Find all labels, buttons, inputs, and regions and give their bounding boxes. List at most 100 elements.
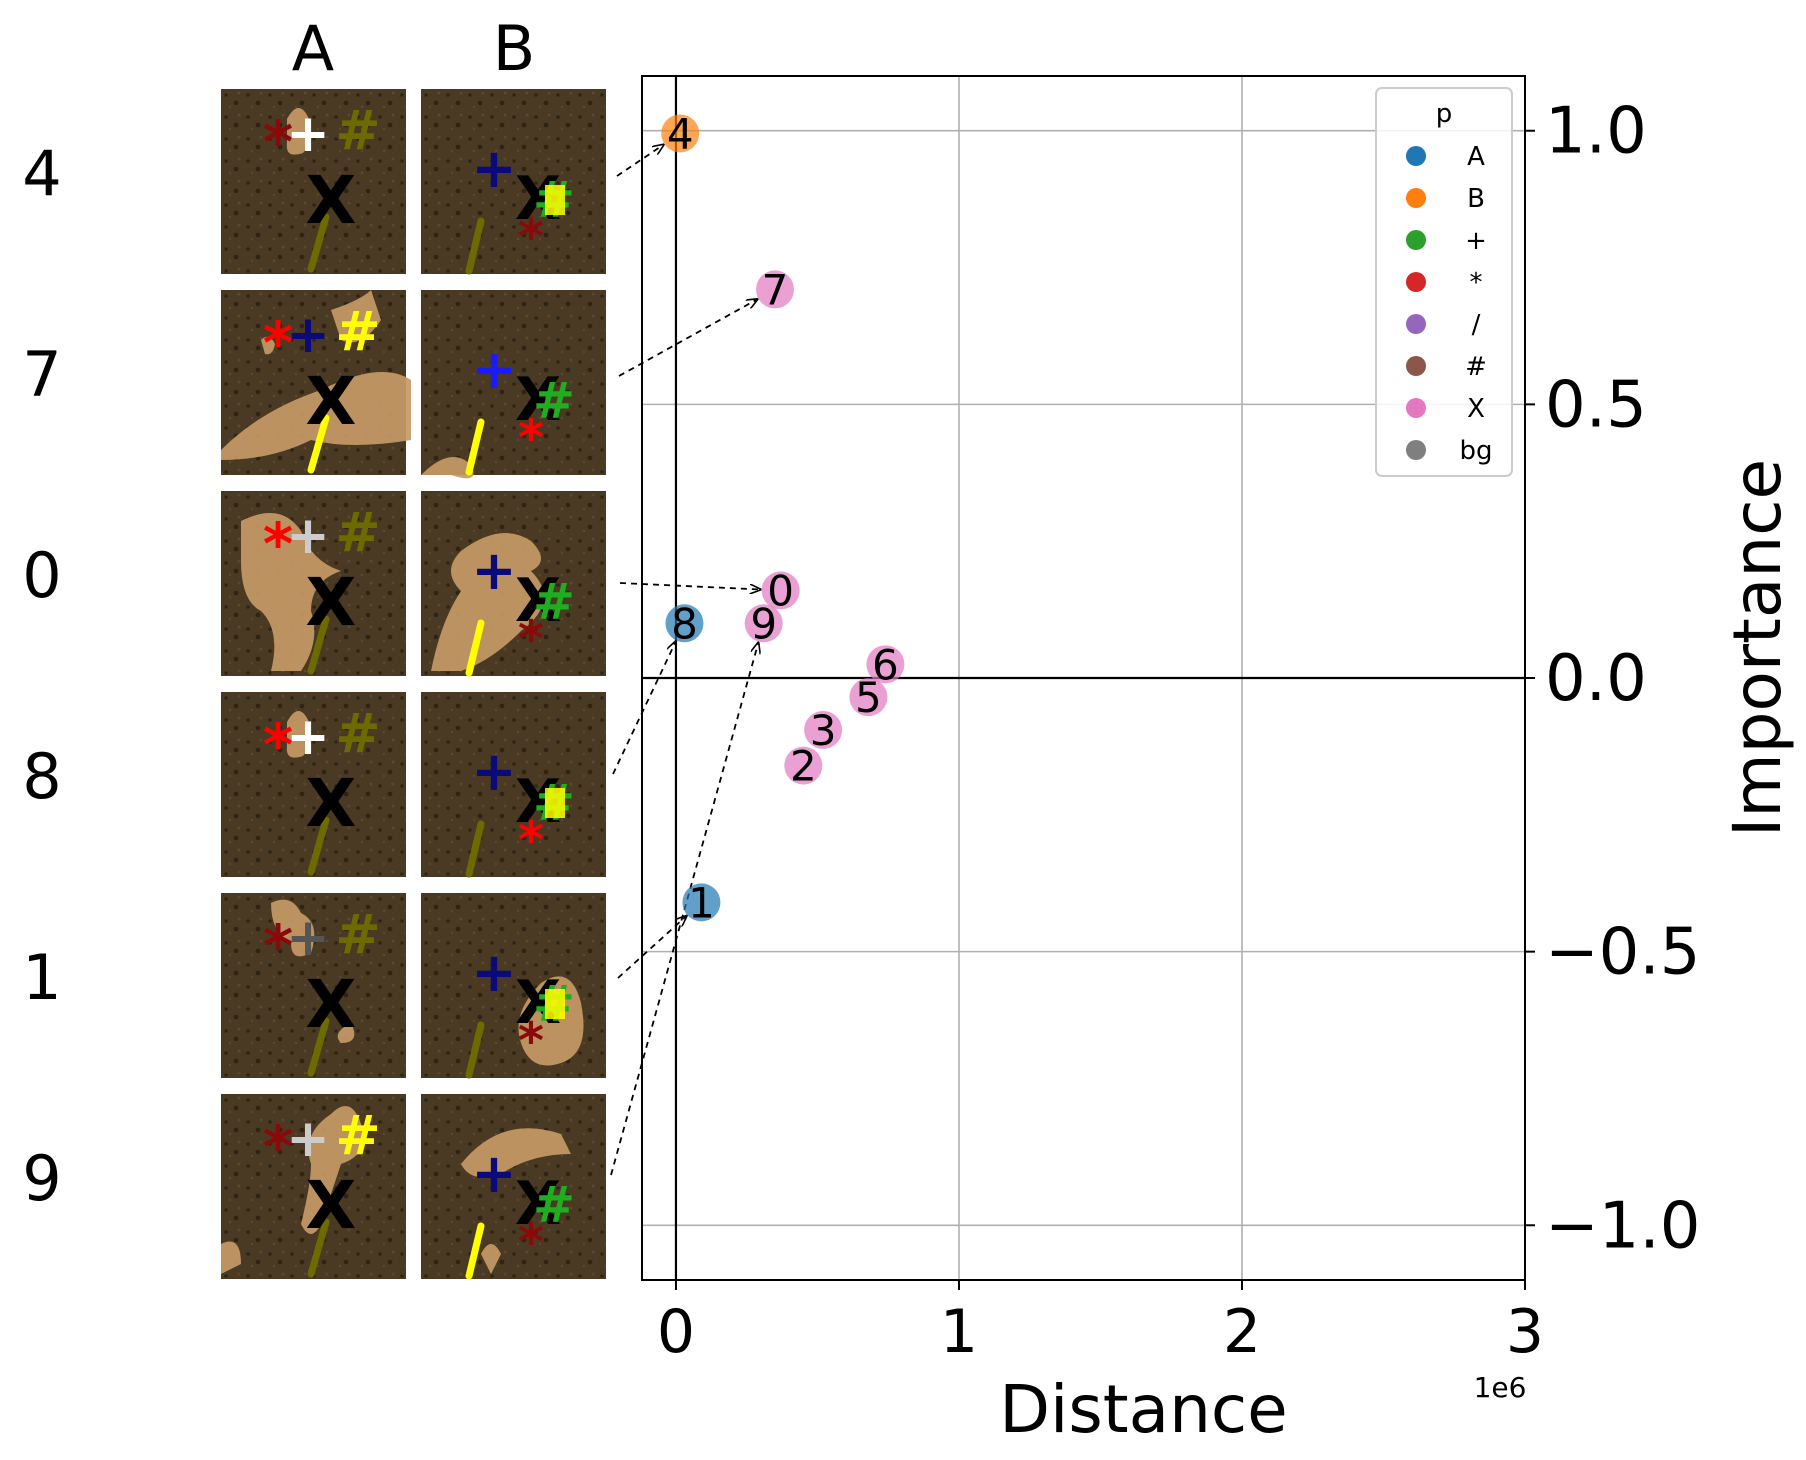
slash-icon bbox=[465, 820, 485, 878]
x-tick-label: 1 bbox=[940, 1297, 978, 1367]
slash-icon bbox=[307, 1218, 330, 1278]
legend: pAB + * / # Xbg bbox=[1375, 87, 1513, 477]
legend-label: B bbox=[1467, 184, 1485, 214]
panel-row-label: 9 bbox=[22, 1142, 61, 1215]
hash-icon: # bbox=[335, 501, 380, 564]
highlight-blob bbox=[461, 1128, 571, 1274]
hash-icon: # bbox=[335, 702, 380, 765]
data-point bbox=[761, 571, 800, 610]
highlight-blob bbox=[241, 513, 341, 671]
legend-marker bbox=[1406, 314, 1426, 334]
image-panel: *+ #X bbox=[221, 491, 406, 676]
hash-icon: # bbox=[335, 903, 380, 966]
panel-row-label: 1 bbox=[22, 941, 61, 1014]
panel-column-headers: A B bbox=[292, 12, 535, 85]
hash-icon: # bbox=[335, 99, 380, 162]
cross-icon: X bbox=[306, 162, 357, 239]
star-icon: * bbox=[263, 108, 293, 176]
star-icon: * bbox=[263, 1113, 293, 1181]
hash-icon: # bbox=[533, 573, 575, 631]
highlight-patch bbox=[545, 989, 565, 1019]
slash-icon bbox=[307, 816, 330, 876]
image-panel: +X#* bbox=[421, 692, 606, 878]
data-point bbox=[682, 883, 721, 922]
data-point bbox=[756, 270, 795, 309]
image-panel: +X#* bbox=[421, 1094, 606, 1280]
slash-icon bbox=[465, 217, 485, 275]
plus-icon: + bbox=[471, 1142, 516, 1205]
slash-icon bbox=[465, 418, 485, 476]
cross-icon: X bbox=[306, 363, 357, 440]
highlight-blob bbox=[221, 1106, 364, 1274]
slash-icon bbox=[465, 619, 485, 677]
data-point bbox=[784, 746, 823, 785]
connector-arrow bbox=[616, 145, 664, 177]
connector-arrow bbox=[618, 299, 758, 377]
panel-row-labels: 4 7 0 8 1 9 bbox=[22, 137, 61, 1215]
plus-icon: + bbox=[471, 137, 516, 200]
highlight-blob bbox=[431, 533, 544, 671]
data-point bbox=[804, 710, 843, 749]
highlight-patch bbox=[545, 185, 565, 215]
image-panel: +X#* bbox=[421, 89, 606, 275]
plus-icon: + bbox=[471, 539, 516, 602]
slash-icon bbox=[307, 1017, 330, 1077]
data-point-label: 8 bbox=[671, 599, 698, 648]
highlight-blob bbox=[286, 108, 311, 155]
star-icon: * bbox=[518, 208, 544, 266]
slash-icon bbox=[307, 615, 330, 675]
plus-icon: + bbox=[471, 338, 516, 401]
data-point-label: 7 bbox=[762, 265, 789, 314]
legend-label: X bbox=[1467, 394, 1485, 424]
hash-icon: # bbox=[533, 1176, 575, 1234]
star-icon: * bbox=[518, 409, 544, 467]
x-axis-label: Distance bbox=[999, 1371, 1288, 1448]
legend-label: / bbox=[1472, 310, 1481, 340]
cross-icon: X bbox=[515, 1169, 561, 1239]
connector-arrow bbox=[612, 641, 676, 775]
x-tick-label: 0 bbox=[657, 1297, 695, 1367]
star-icon: * bbox=[518, 811, 544, 869]
slash-icon bbox=[307, 414, 330, 474]
cross-icon: X bbox=[306, 966, 357, 1043]
texture-background bbox=[421, 1094, 606, 1279]
highlight-blob bbox=[271, 899, 355, 1043]
plus-icon: + bbox=[286, 908, 330, 968]
x-offset-label: 1e6 bbox=[1474, 1371, 1527, 1404]
star-icon: * bbox=[263, 711, 293, 779]
data-point-label: 4 bbox=[667, 109, 694, 158]
highlight-patch bbox=[545, 788, 565, 818]
texture-background bbox=[221, 893, 406, 1078]
highlight-blob bbox=[421, 457, 474, 479]
texture-background bbox=[421, 89, 606, 274]
connector-arrow bbox=[619, 582, 761, 590]
data-point bbox=[661, 114, 700, 153]
data-point bbox=[665, 604, 704, 643]
legend-marker bbox=[1406, 356, 1426, 376]
legend-label: * bbox=[1470, 268, 1483, 298]
y-tick-label: 0.0 bbox=[1545, 642, 1647, 716]
data-point-label: 3 bbox=[810, 706, 837, 755]
legend-label: bg bbox=[1459, 436, 1492, 466]
highlight-blob bbox=[286, 711, 311, 758]
legend-marker bbox=[1406, 188, 1426, 208]
cross-icon: X bbox=[306, 1167, 357, 1244]
hash-icon: # bbox=[335, 300, 380, 363]
data-point bbox=[866, 645, 905, 684]
slash-icon bbox=[465, 1222, 485, 1280]
legend-label: + bbox=[1465, 226, 1487, 256]
star-icon: * bbox=[518, 610, 544, 668]
legend-label: # bbox=[1465, 352, 1487, 382]
texture-background bbox=[421, 692, 606, 877]
legend-marker bbox=[1406, 230, 1426, 250]
image-panel: *+ #X bbox=[221, 692, 406, 877]
y-tick-label: −1.0 bbox=[1545, 1189, 1700, 1263]
legend-marker bbox=[1406, 440, 1426, 460]
cross-icon: X bbox=[306, 564, 357, 641]
texture-background bbox=[221, 692, 406, 877]
legend-box bbox=[1375, 87, 1513, 477]
y-tick-label: 1.0 bbox=[1545, 95, 1647, 169]
star-icon: * bbox=[263, 912, 293, 980]
